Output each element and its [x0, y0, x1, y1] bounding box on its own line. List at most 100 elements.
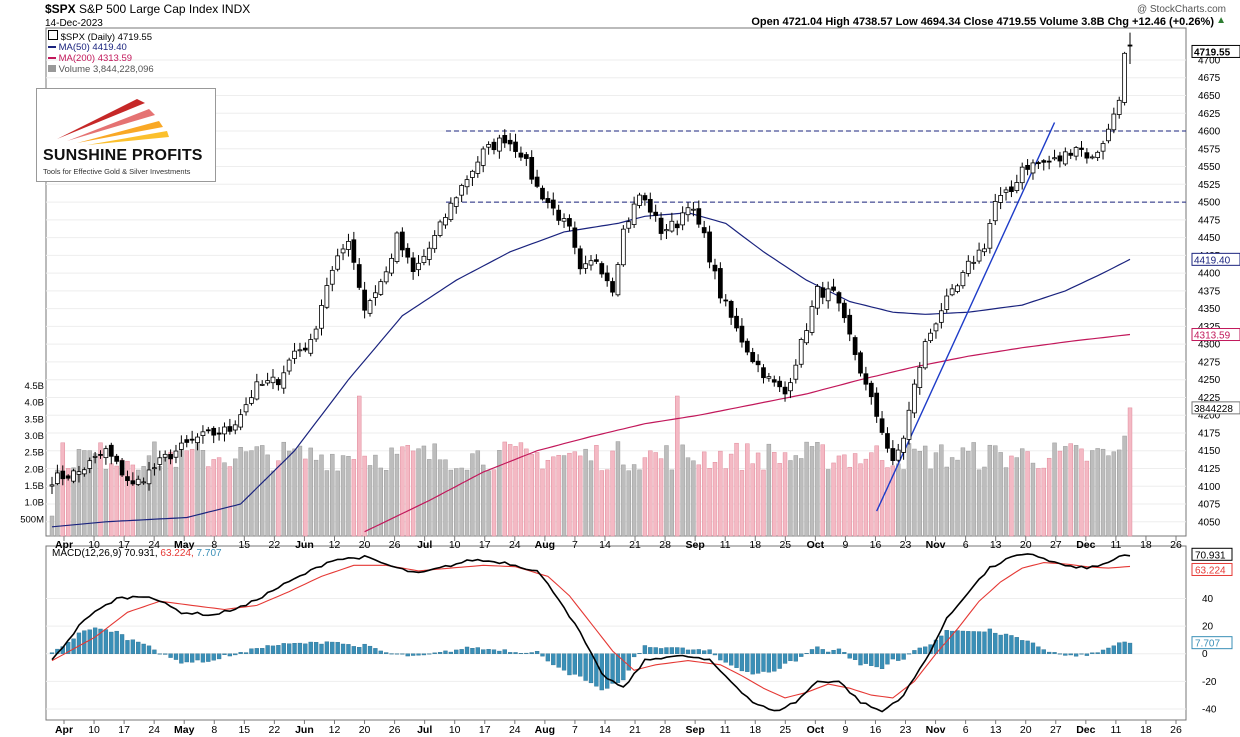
- x-tick-label: 15: [238, 724, 250, 736]
- x-tick-label: Aug: [535, 539, 555, 551]
- candle-body: [346, 240, 351, 250]
- volume-bar: [1095, 448, 1100, 537]
- candle: [1025, 159, 1030, 176]
- price-tick-label: 4500: [1198, 198, 1221, 209]
- candle-body: [1084, 152, 1090, 159]
- candle-body: [631, 203, 637, 225]
- candle-body: [55, 472, 60, 484]
- x-tick-label: 24: [509, 724, 521, 736]
- candle: [108, 442, 114, 465]
- volume-bar: [1090, 450, 1095, 537]
- macd-histogram-bar: [1036, 646, 1041, 654]
- macd-value-tag: 70.931: [1195, 550, 1226, 561]
- volume-bar: [238, 447, 243, 537]
- x-tick-label: 27: [1050, 724, 1062, 736]
- volume-bar: [1046, 457, 1052, 537]
- volume-bar: [330, 453, 335, 537]
- candle-body: [1041, 160, 1047, 163]
- macd-histogram-bar: [847, 653, 852, 659]
- x-tick-label: 10: [88, 539, 100, 551]
- macd-histogram-bar: [987, 628, 993, 654]
- volume-bar: [71, 467, 76, 537]
- macd-histogram-bar: [249, 648, 254, 654]
- candle-body: [162, 453, 168, 458]
- macd-histogram-bar: [513, 652, 518, 654]
- x-tick-label: 16: [870, 724, 882, 736]
- candle: [701, 220, 707, 238]
- candle-body: [594, 259, 599, 262]
- macd-histogram-bar: [1117, 642, 1122, 654]
- macd-histogram-bar: [949, 630, 955, 654]
- candle-body: [324, 285, 330, 308]
- candle-body: [168, 453, 173, 460]
- candle: [906, 401, 912, 445]
- macd-histogram-bar: [1030, 642, 1036, 654]
- candle-body: [885, 433, 890, 449]
- macd-histogram-bar: [265, 645, 270, 654]
- candle: [189, 430, 195, 444]
- macd-histogram-bar: [594, 653, 599, 687]
- price-tick-label: 4625: [1198, 109, 1221, 120]
- volume-bar: [157, 466, 163, 537]
- candle: [1009, 180, 1014, 198]
- volume-bar: [1127, 407, 1133, 537]
- volume-bar: [949, 457, 955, 537]
- candle-body: [205, 429, 211, 432]
- volume-bar: [912, 448, 917, 537]
- candle-body: [405, 247, 411, 258]
- volume-bar: [583, 448, 588, 537]
- macd-histogram-bar: [653, 647, 658, 654]
- volume-tick-label: 3.5B: [24, 414, 44, 425]
- volume-bar: [1084, 460, 1090, 537]
- macd-histogram-bar: [712, 653, 718, 656]
- macd-histogram-bar: [281, 643, 286, 654]
- x-tick-label: 13: [990, 539, 1002, 551]
- candle: [1122, 51, 1127, 106]
- volume-bar: [400, 446, 405, 537]
- legend-ma200: MA(200) 4313.59: [48, 53, 132, 64]
- candle: [798, 337, 804, 368]
- macd-histogram-bar: [1079, 653, 1084, 655]
- candle-body: [281, 372, 287, 389]
- candle-body: [232, 424, 238, 431]
- macd-histogram-bar: [303, 643, 308, 654]
- chart-title: $SPX S&P 500 Large Cap Index INDX: [45, 2, 250, 16]
- candle-body: [674, 223, 680, 229]
- price-tick-label: 4075: [1198, 500, 1221, 511]
- candle: [620, 225, 626, 267]
- candle-body: [76, 471, 82, 475]
- candle-body: [965, 260, 971, 274]
- macd-histogram-bar: [497, 650, 502, 654]
- volume-bar: [524, 448, 529, 537]
- candle: [561, 213, 567, 228]
- macd-histogram-bar: [793, 653, 798, 662]
- macd-histogram-bar: [189, 653, 195, 663]
- macd-histogram-bar: [1025, 640, 1030, 654]
- x-tick-label: 28: [659, 724, 671, 736]
- macd-histogram-bar: [373, 648, 378, 654]
- macd-histogram-bar: [637, 653, 642, 654]
- candle: [885, 427, 890, 453]
- price-tick-label: 4150: [1198, 446, 1221, 457]
- volume-bar: [998, 452, 1003, 537]
- volume-bar: [728, 453, 734, 537]
- macd-histogram-bar: [534, 651, 540, 654]
- macd-histogram-bar: [782, 653, 788, 664]
- candle-body: [49, 484, 55, 487]
- volume-bar: [1117, 449, 1122, 537]
- x-tick-label: 9: [842, 539, 848, 551]
- candle: [238, 409, 244, 431]
- candle: [410, 252, 416, 280]
- candle: [502, 129, 508, 148]
- candle: [157, 450, 163, 471]
- volume-bar: [497, 450, 502, 537]
- volume-bar: [162, 455, 168, 537]
- volume-bar: [308, 447, 313, 537]
- candle: [475, 156, 481, 178]
- candle-body: [1068, 152, 1074, 156]
- candle: [362, 281, 367, 319]
- candle-body: [1046, 160, 1052, 163]
- macd-histogram-bar: [696, 649, 701, 654]
- candle-body: [750, 352, 756, 363]
- candle: [232, 420, 238, 435]
